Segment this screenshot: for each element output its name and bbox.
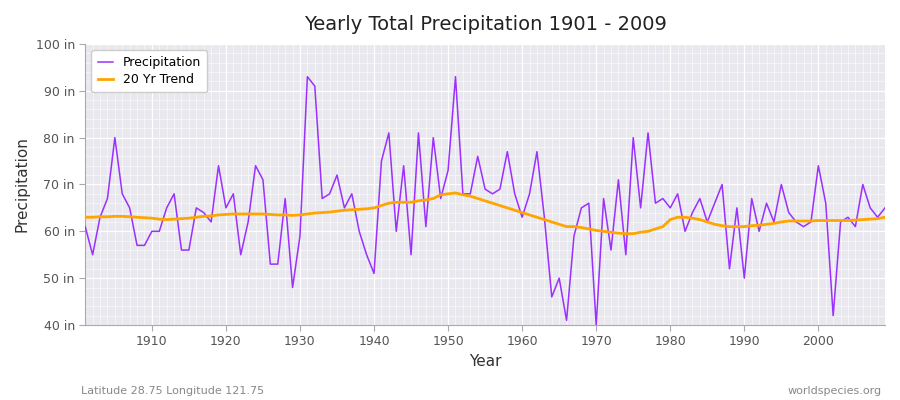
Text: Latitude 28.75 Longitude 121.75: Latitude 28.75 Longitude 121.75 xyxy=(81,386,264,396)
Precipitation xyxy=(517,215,527,220)
20 Yr Trend xyxy=(346,207,357,212)
20 Yr Trend xyxy=(302,212,313,216)
20 Yr Trend xyxy=(80,215,91,220)
Precipitation xyxy=(310,84,320,88)
Precipitation xyxy=(620,252,631,257)
Text: worldspecies.org: worldspecies.org xyxy=(788,386,882,396)
Precipitation xyxy=(80,224,91,229)
Legend: Precipitation, 20 Yr Trend: Precipitation, 20 Yr Trend xyxy=(92,50,207,92)
20 Yr Trend xyxy=(450,190,461,195)
Precipitation xyxy=(524,192,535,196)
Precipitation xyxy=(354,229,364,234)
20 Yr Trend xyxy=(879,215,890,220)
20 Yr Trend xyxy=(613,231,624,236)
20 Yr Trend xyxy=(620,231,631,236)
20 Yr Trend xyxy=(140,215,150,220)
20 Yr Trend xyxy=(524,212,535,217)
Precipitation xyxy=(140,243,150,248)
Line: 20 Yr Trend: 20 Yr Trend xyxy=(86,193,885,234)
Precipitation xyxy=(302,74,313,79)
Line: Precipitation: Precipitation xyxy=(86,77,885,325)
20 Yr Trend xyxy=(517,210,527,215)
X-axis label: Year: Year xyxy=(469,354,501,369)
Title: Yearly Total Precipitation 1901 - 2009: Yearly Total Precipitation 1901 - 2009 xyxy=(303,15,667,34)
Precipitation xyxy=(590,323,601,328)
Y-axis label: Precipitation: Precipitation xyxy=(15,136,30,232)
Precipitation xyxy=(879,206,890,210)
